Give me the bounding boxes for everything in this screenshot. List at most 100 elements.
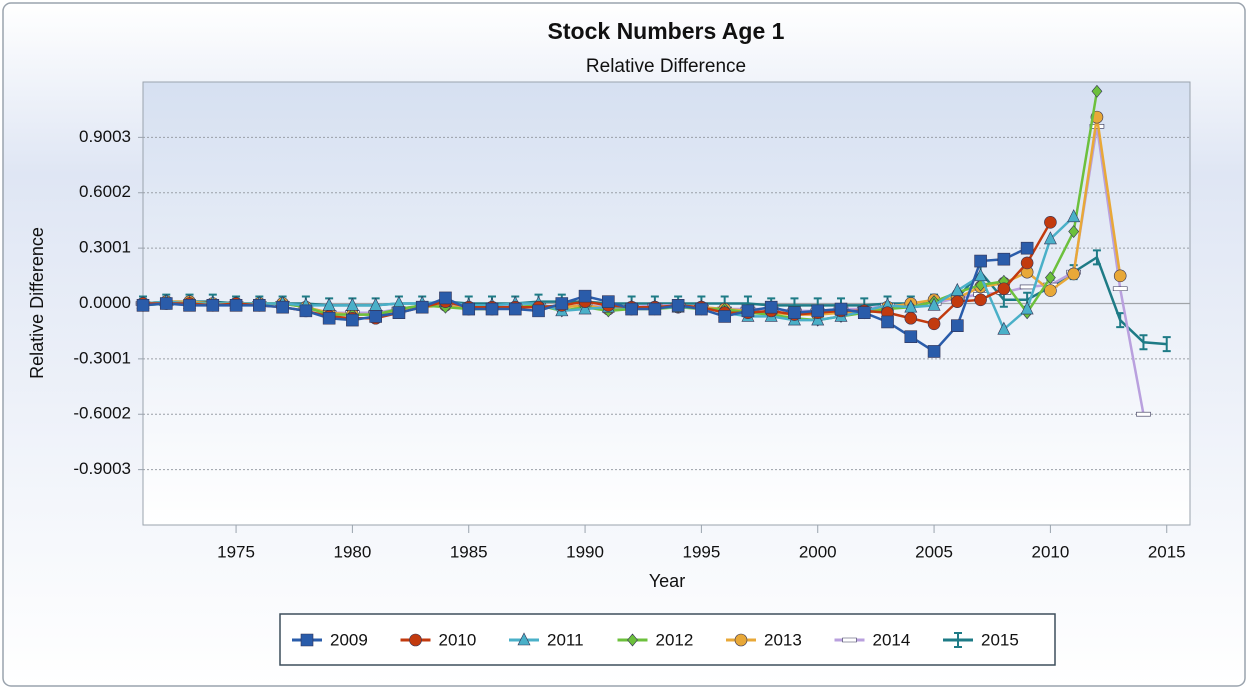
data-point (276, 300, 289, 314)
data-point (625, 302, 638, 316)
legend-label: 2009 (330, 630, 368, 649)
data-point (788, 306, 801, 320)
data-point (927, 317, 941, 331)
x-tick-label: 1990 (566, 542, 604, 561)
data-point (951, 319, 964, 332)
y-tick-label: -0.6002 (73, 404, 131, 423)
legend-label: 2014 (873, 630, 911, 649)
data-point (1020, 241, 1034, 255)
data-point (439, 291, 452, 305)
x-axis-label: Year (649, 571, 685, 591)
x-tick-label: 1985 (450, 542, 488, 561)
y-tick-label: 0.9003 (79, 127, 131, 146)
data-point (508, 302, 522, 316)
data-point (602, 295, 615, 308)
data-point (718, 310, 731, 323)
data-point (1045, 271, 1056, 285)
data-point (1043, 231, 1057, 245)
data-point (1020, 301, 1034, 315)
data-point (695, 302, 708, 316)
data-point (462, 302, 476, 316)
x-tick-label: 2010 (1031, 542, 1069, 561)
data-point (974, 254, 987, 268)
data-point (671, 299, 685, 312)
data-point (834, 302, 848, 316)
legend-marker (409, 633, 422, 647)
data-point (811, 312, 825, 326)
data-point (1139, 334, 1148, 351)
data-point (322, 311, 336, 325)
legend-label: 2015 (981, 630, 1019, 649)
data-point (229, 299, 243, 312)
data-point (1020, 256, 1034, 270)
data-point (927, 297, 941, 311)
legend-marker (954, 632, 962, 648)
data-point (741, 304, 755, 318)
data-point (415, 300, 429, 314)
data-point (951, 295, 964, 308)
data-point (159, 297, 173, 310)
data-point (1044, 284, 1057, 297)
data-point (532, 304, 545, 318)
legend-marker (842, 637, 857, 643)
legend-marker (734, 633, 748, 647)
data-point (927, 345, 941, 358)
data-point (997, 252, 1011, 266)
data-point (369, 310, 382, 323)
data-point (299, 304, 313, 318)
chart-subtitle: Relative Difference (586, 56, 746, 77)
data-point (1091, 84, 1103, 98)
data-point (904, 330, 918, 344)
legend-label: 2010 (439, 630, 477, 649)
legend-label: 2012 (656, 630, 694, 649)
data-point (1019, 284, 1035, 290)
data-point (206, 299, 220, 312)
data-point (1068, 225, 1080, 239)
y-axis-label: Relative Difference (27, 227, 47, 379)
legend-marker (300, 633, 314, 647)
data-point (1044, 216, 1057, 229)
y-tick-label: 0.6002 (79, 182, 131, 201)
legend-label: 2013 (764, 630, 802, 649)
data-point (253, 299, 266, 312)
data-point (811, 304, 825, 318)
data-point (997, 282, 1011, 296)
data-point (1113, 269, 1127, 283)
x-tick-label: 1975 (217, 542, 255, 561)
data-point (578, 301, 592, 315)
y-tick-label: -0.3001 (73, 348, 131, 367)
data-point (997, 321, 1011, 335)
data-point (555, 297, 569, 310)
data-point (1162, 336, 1171, 353)
data-point (136, 299, 150, 312)
x-tick-label: 2000 (799, 542, 837, 561)
legend-label: 2011 (547, 630, 584, 649)
data-point (904, 311, 918, 325)
y-tick-label: -0.9003 (73, 459, 131, 478)
data-point (974, 293, 987, 307)
legend-marker (627, 633, 638, 647)
x-tick-label: 2015 (1148, 542, 1186, 561)
data-point (1136, 411, 1151, 417)
y-tick-label: 0.0000 (79, 293, 131, 312)
data-point (485, 302, 499, 316)
data-point (578, 289, 592, 303)
y-tick-label: 0.3001 (79, 238, 131, 257)
data-point (881, 315, 894, 329)
chart-title: Stock Numbers Age 1 (548, 18, 785, 44)
data-point (392, 306, 406, 320)
data-point (974, 268, 988, 282)
data-point (183, 299, 196, 312)
data-point (1092, 249, 1101, 266)
legend-marker (517, 632, 531, 646)
data-point (345, 297, 359, 311)
data-point (1112, 286, 1128, 292)
x-tick-label: 1995 (682, 542, 720, 561)
data-point (346, 313, 359, 327)
data-point (648, 302, 662, 316)
x-tick-label: 2005 (915, 542, 953, 561)
data-point (764, 300, 778, 314)
data-point (857, 306, 871, 320)
